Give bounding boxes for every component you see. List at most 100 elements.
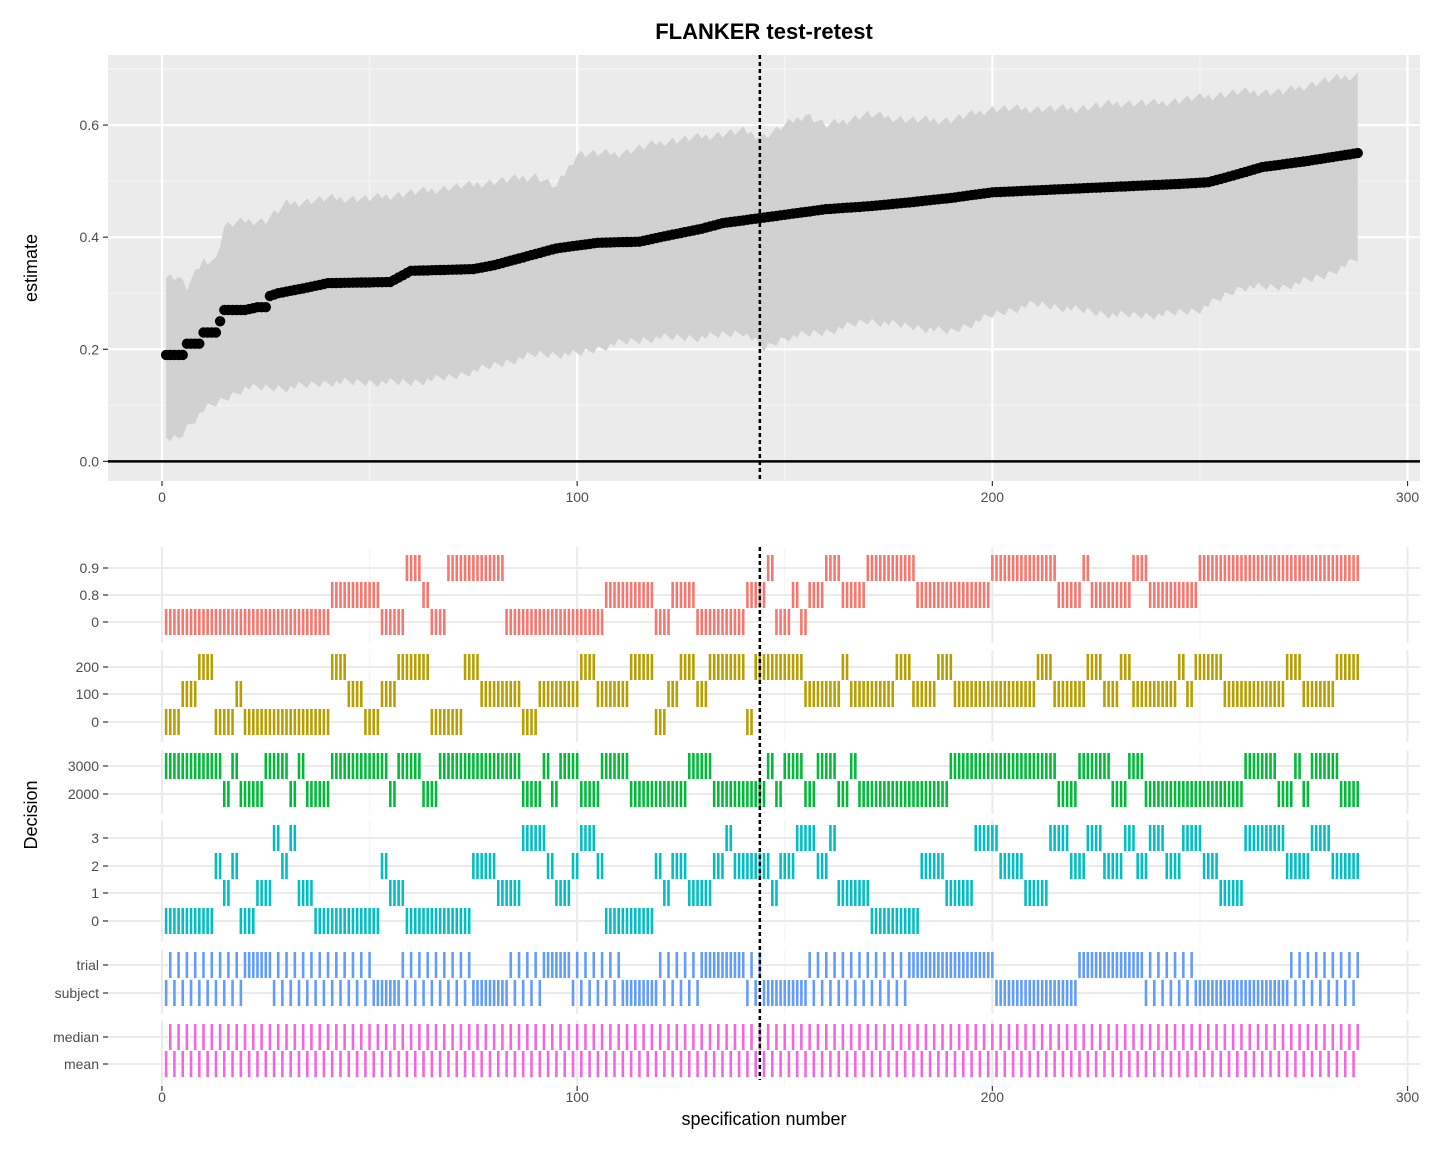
decision-bar (1194, 980, 1198, 1006)
decision-bar (580, 980, 583, 1006)
decision-bar (347, 753, 351, 779)
decision-bar (1165, 1024, 1169, 1050)
decision-bar (779, 781, 782, 807)
decision-bar (268, 880, 272, 906)
decision-bar (1020, 753, 1023, 779)
decision-bar (995, 980, 998, 1006)
decision-bar (783, 753, 787, 779)
decision-bar (252, 781, 255, 807)
decision-bar (1024, 555, 1027, 581)
decision-bar (1119, 781, 1123, 807)
decision-bar (1302, 853, 1306, 879)
decision-bar (638, 781, 641, 807)
decision-bar (800, 753, 803, 779)
decision-bar (962, 582, 965, 608)
decision-bar (779, 609, 782, 635)
decision-bar (1265, 753, 1268, 779)
decision-bar (937, 582, 940, 608)
decision-bar (679, 781, 683, 807)
decision-bar (1161, 1051, 1164, 1077)
decision-bar (1190, 781, 1193, 807)
decision-bar (459, 555, 463, 581)
decision-bar (683, 952, 687, 978)
decision-bar (426, 654, 429, 680)
decision-bar (1169, 781, 1173, 807)
decision-bar (185, 753, 189, 779)
decision-bar (285, 853, 288, 879)
decision-bar (326, 709, 330, 735)
decision-bar (1223, 1024, 1227, 1050)
decision-bar (683, 853, 687, 879)
decision-bar (883, 681, 886, 707)
decision-bar (1306, 681, 1310, 707)
decision-bar (874, 908, 878, 934)
decision-bar (1177, 980, 1181, 1006)
decision-bar (1123, 654, 1127, 680)
decision-bar (924, 952, 928, 978)
decision-bar (521, 825, 525, 851)
decision-bar (530, 825, 533, 851)
decision-bar (206, 908, 209, 934)
decision-bar (721, 853, 724, 879)
decision-bar (438, 609, 442, 635)
decision-bar (218, 1024, 222, 1050)
decision-bar (887, 781, 890, 807)
decision-bar (575, 1024, 579, 1050)
decision-bar (932, 582, 936, 608)
decision-bar (343, 908, 346, 934)
decision-bar (476, 555, 479, 581)
decision-bar (364, 709, 367, 735)
decision-bar (297, 880, 301, 906)
decision-bar (1045, 980, 1048, 1006)
decision-bar (634, 781, 637, 807)
decision-bar (443, 609, 446, 635)
decision-bar (314, 1051, 317, 1077)
decision-bar (841, 654, 845, 680)
decision-bar (189, 980, 193, 1006)
decision-bar (1285, 1051, 1289, 1077)
decision-bar (1339, 853, 1343, 879)
decision-bar (1040, 654, 1044, 680)
decision-bar (891, 681, 894, 707)
decision-bar (1090, 1024, 1094, 1050)
decision-bar (1032, 980, 1036, 1006)
decision-bar (1331, 681, 1335, 707)
decision-bar (1352, 654, 1355, 680)
decision-bar (1236, 555, 1239, 581)
decision-bar (467, 753, 471, 779)
decision-bar (858, 781, 861, 807)
decision-bar (1219, 880, 1222, 906)
decision-bar (1057, 781, 1061, 807)
decision-x-ticks: 0 100 200 300 (158, 1086, 1419, 1105)
decision-bar (1314, 753, 1318, 779)
decision-bar (1252, 681, 1256, 707)
decision-bar (629, 781, 633, 807)
decision-bar (982, 1024, 986, 1050)
decision-bar (600, 681, 604, 707)
decision-bar (339, 1051, 342, 1077)
decision-bar (293, 1024, 297, 1050)
decision-bar (430, 609, 434, 635)
decision-bar (1219, 781, 1222, 807)
decision-bar (679, 1051, 683, 1077)
decision-bar (393, 880, 396, 906)
decision-bar (687, 753, 691, 779)
decision-bar (1082, 555, 1085, 581)
decision-bar (1161, 781, 1164, 807)
decision-bar (335, 582, 338, 608)
decision-bar (571, 753, 575, 779)
decision-bar (1186, 1051, 1189, 1077)
decision-bar (459, 952, 463, 978)
decision-bar (413, 980, 417, 1006)
decision-bar (816, 1024, 820, 1050)
decision-bar (1140, 1024, 1144, 1050)
decision-bar (488, 853, 492, 879)
decision-bar (1343, 1051, 1347, 1077)
decision-bar (252, 609, 255, 635)
decision-bar (330, 582, 334, 608)
decision-bar (741, 781, 745, 807)
decision-bar (1190, 952, 1193, 978)
decision-bar (1123, 1024, 1127, 1050)
decision-bar (546, 609, 550, 635)
decision-bar (671, 853, 674, 879)
